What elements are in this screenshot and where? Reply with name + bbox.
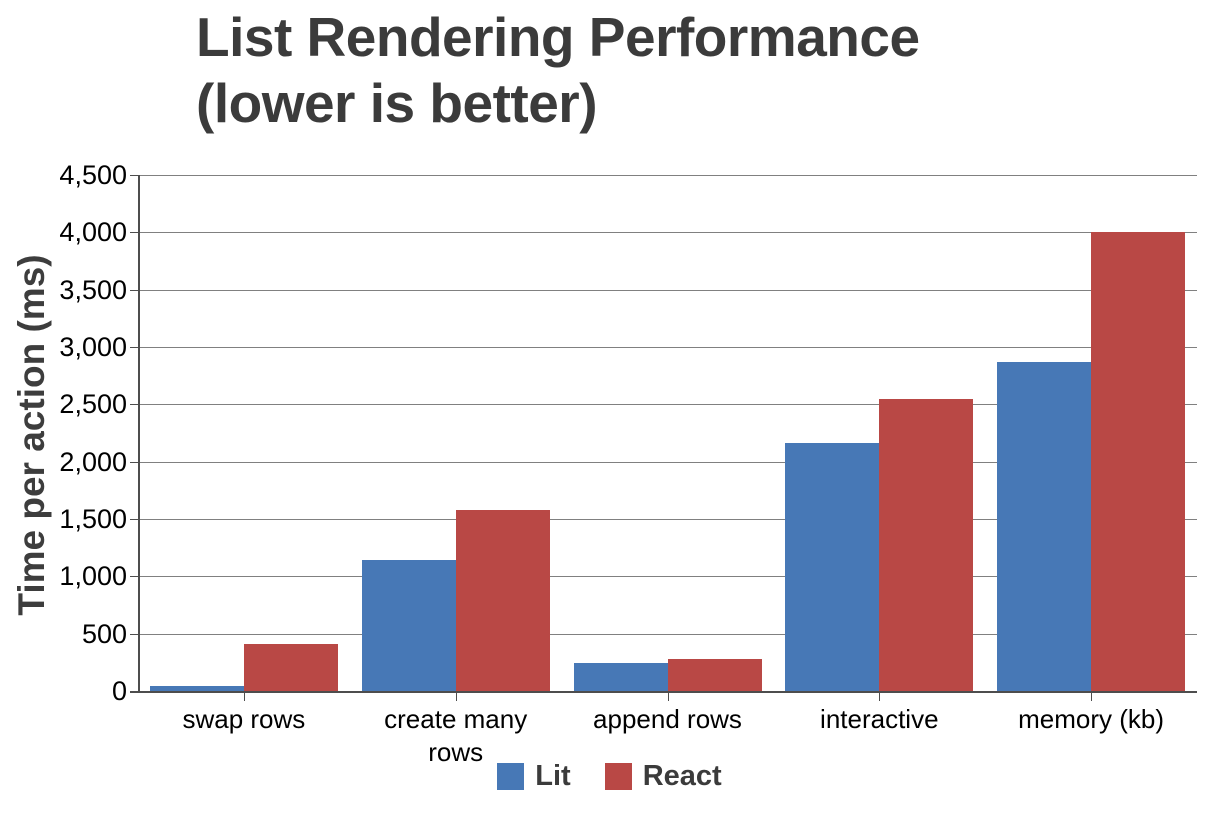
- y-axis-tick: [130, 461, 138, 463]
- y-tick-label: 3,000: [59, 332, 127, 362]
- y-axis-tick: [130, 576, 138, 578]
- x-axis-tick: [667, 693, 669, 701]
- y-axis-tick: [130, 175, 138, 176]
- bar-lit-2: [573, 663, 668, 691]
- bar-react-3: [879, 398, 974, 691]
- legend-swatch-react: [604, 763, 632, 790]
- y-tick-label: 0: [111, 676, 127, 706]
- y-tick-label: 2,000: [59, 446, 127, 477]
- legend-item-lit: Lit: [497, 760, 571, 793]
- gridline: [138, 576, 1197, 578]
- legend-label: React: [642, 760, 722, 792]
- legend-item-react: React: [604, 760, 722, 793]
- x-axis-tick: [455, 693, 457, 701]
- gridline: [138, 347, 1197, 348]
- bar-react-4: [1091, 232, 1186, 691]
- bar-react-2: [667, 659, 762, 691]
- y-tick-label: 1,500: [59, 504, 127, 534]
- y-axis-tick: [130, 232, 138, 234]
- y-tick-label: 2,500: [59, 389, 127, 420]
- y-axis-line: [138, 175, 140, 691]
- gridline: [138, 519, 1197, 520]
- gridline: [138, 232, 1197, 234]
- legend: Lit React: [0, 760, 1219, 793]
- gridline: [138, 633, 1197, 635]
- gridline: [138, 175, 1197, 176]
- category-label: interactive: [820, 704, 939, 734]
- y-tick-label: 1,000: [59, 561, 127, 592]
- gridline: [138, 404, 1197, 406]
- category-label: append rows: [593, 704, 742, 734]
- y-axis-tick: [130, 404, 138, 406]
- bar-react-1: [455, 509, 550, 691]
- category-label: create many rows: [384, 704, 528, 767]
- bar-react-0: [243, 643, 338, 691]
- category-label: swap rows: [182, 704, 306, 734]
- y-axis-tick: [130, 519, 138, 520]
- bar-lit-4: [997, 361, 1092, 691]
- legend-swatch-lit: [497, 763, 525, 790]
- y-axis-tick: [130, 633, 138, 635]
- category-label: memory (kb): [1018, 704, 1165, 734]
- y-tick-label: 3,500: [59, 274, 127, 305]
- legend-label: Lit: [535, 760, 571, 792]
- y-tick-label: 4,500: [59, 160, 127, 190]
- x-axis-line: [130, 691, 1197, 693]
- chart-title: List Rendering Performance (lower is bet…: [196, 6, 920, 134]
- x-axis-tick: [1091, 693, 1093, 701]
- y-axis-tick: [130, 347, 138, 348]
- bar-lit-1: [361, 560, 456, 691]
- x-axis-tick: [879, 693, 881, 701]
- gridline: [138, 461, 1197, 463]
- y-tick-label: 4,000: [59, 217, 127, 248]
- y-axis-tick: [130, 289, 138, 291]
- bar-lit-0: [149, 685, 244, 691]
- y-tick-label: 500: [81, 618, 127, 649]
- gridline: [138, 289, 1197, 291]
- bar-lit-3: [785, 443, 880, 691]
- x-axis-tick: [243, 693, 245, 701]
